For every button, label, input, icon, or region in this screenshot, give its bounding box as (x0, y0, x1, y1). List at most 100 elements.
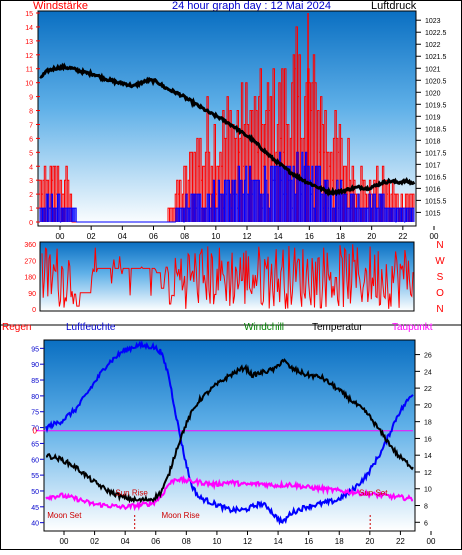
humidity-axis-tick-label: 55 (31, 473, 39, 480)
temperature-axis-tick-label: 26 (424, 353, 432, 360)
wind-axis-tick-label: 7 (29, 122, 33, 129)
compass-label: N (436, 240, 443, 251)
astro-annotation: Sun Set (359, 489, 388, 498)
hour-tick-label-panel1: 04 (118, 232, 127, 241)
humidity-axis-tick-label: 90 (31, 362, 39, 369)
pressure-line (39, 62, 416, 197)
pressure-axis-tick-label: 1020.5 (425, 78, 447, 85)
hour-tick-label-panel1: 00 (430, 232, 439, 241)
hour-tick-label-panel3: 16 (304, 537, 313, 546)
hour-tick-label-panel3: 04 (121, 537, 130, 546)
compass-label: N (436, 304, 443, 315)
pressure-axis-tick-label: 1015 (425, 210, 441, 217)
header-title: 24 hour graph day : 12 Mai 2024 (172, 0, 331, 12)
pressure-axis-tick-label: 1020 (425, 90, 441, 97)
temperature-axis-tick-label: 22 (424, 386, 432, 393)
hour-tick-label-panel1: 18 (336, 232, 345, 241)
wind-axis-tick-label: 9 (29, 95, 33, 102)
temperature-axis-tick-label: 24 (424, 369, 432, 376)
header-right-label: Luftdruck (371, 0, 417, 12)
wind-axis-tick-label: 12 (25, 53, 33, 60)
hour-tick-label-panel1: 14 (274, 232, 283, 241)
legend-windchill: Windchill (244, 322, 284, 333)
hour-tick-label-panel1: 10 (211, 232, 220, 241)
legend-dewpoint: Taupunkt (392, 322, 433, 333)
humidity-axis-tick-label: 50 (31, 489, 39, 496)
legend-temperature: Temperatur (312, 322, 363, 333)
pressure-axis-tick-label: 1018 (425, 138, 441, 145)
direction-axis-tick-label: 180 (24, 275, 36, 282)
direction-axis-tick-label: 0 (32, 307, 36, 314)
humidity-axis-tick-label: 75 (31, 410, 39, 417)
hour-tick-label-panel3: 06 (151, 537, 160, 546)
hour-tick-label-panel1: 16 (305, 232, 314, 241)
pressure-axis-tick-label: 1022 (425, 42, 441, 49)
pressure-axis-tick-label: 1016.5 (425, 174, 447, 181)
wind-axis-tick-label: 10 (25, 81, 33, 88)
hour-tick-label-panel1: 12 (243, 232, 252, 241)
direction-axis-tick-label: 90 (28, 291, 36, 298)
temperature-axis-tick-label: 6 (424, 520, 428, 527)
pressure-axis-tick-label: 1018.5 (425, 126, 447, 133)
hour-tick-label-panel3: 12 (243, 537, 252, 546)
hour-tick-label-panel1: 02 (87, 232, 96, 241)
temperature-axis-tick-label: 14 (424, 453, 432, 460)
humidity-axis-tick-label: 60 (31, 457, 39, 464)
pressure-axis-tick-label: 1016 (425, 186, 441, 193)
hour-tick-label-panel3: 00 (60, 537, 69, 546)
wind-axis-tick-label: 15 (25, 11, 33, 18)
astro-annotation: Moon Set (47, 511, 82, 520)
direction-axis-tick-label: 270 (24, 258, 36, 265)
hour-tick-label-panel1: 22 (398, 232, 407, 241)
pressure-axis-tick-label: 1015.5 (425, 198, 447, 205)
temperature-axis-tick-label: 16 (424, 436, 432, 443)
legend-rain: Regen (2, 322, 31, 333)
wind-axis-tick-label: 6 (29, 136, 33, 143)
compass-label: O (436, 288, 444, 299)
temperature-axis-tick-label: 10 (424, 487, 432, 494)
humidity-axis-tick-label: 45 (31, 505, 39, 512)
pressure-axis-tick-label: 1021 (425, 66, 441, 73)
wind-axis-tick-label: 2 (29, 192, 33, 199)
temperature-axis-tick-label: 18 (424, 420, 432, 427)
header-left-label: Windstärke (33, 0, 88, 12)
hour-tick-label-panel3: 14 (274, 537, 283, 546)
pressure-axis-tick-label: 1017 (425, 162, 441, 169)
pressure-axis-tick-label: 1019 (425, 114, 441, 121)
wind-axis-tick-label: 4 (29, 164, 33, 171)
temperature-axis-tick-label: 12 (424, 470, 432, 477)
hour-tick-label-panel1: 20 (367, 232, 376, 241)
hour-tick-label-panel1: 06 (149, 232, 158, 241)
temperature-axis-tick-label: 8 (424, 504, 428, 511)
rain-value-label: 0 (33, 427, 38, 436)
humidity-axis-tick-label: 95 (31, 346, 39, 353)
temperature-line (46, 358, 414, 504)
legend-humidity: Luftfeuchte (66, 322, 116, 333)
hour-tick-label-panel3: 18 (335, 537, 344, 546)
hour-tick-label-panel3: 22 (396, 537, 405, 546)
pressure-axis-tick-label: 1023 (425, 18, 441, 25)
wind-axis-tick-label: 11 (26, 67, 33, 74)
temperature-axis-tick-label: 20 (424, 403, 432, 410)
direction-axis-tick-label: 360 (24, 242, 36, 249)
pressure-axis-tick-label: 1022.5 (425, 30, 447, 37)
hour-tick-label-panel3: 10 (212, 537, 221, 546)
wind-axis-tick-label: 5 (29, 150, 33, 157)
humidity-axis-tick-label: 65 (31, 441, 39, 448)
wind-axis-tick-label: 13 (25, 39, 33, 46)
hour-tick-label-panel3: 20 (365, 537, 374, 546)
astro-annotation: Moon Rise (161, 511, 200, 520)
chart-marks: 012345678910111213141510151015.510161016… (24, 11, 446, 546)
humidity-axis-tick-label: 70 (31, 426, 39, 433)
compass-label: S (437, 272, 444, 283)
hour-tick-label-panel3: 08 (182, 537, 191, 546)
humidity-axis-tick-label: 40 (31, 521, 39, 528)
pressure-axis-tick-label: 1019.5 (425, 102, 447, 109)
astro-annotation: Sun Rise (115, 489, 148, 498)
dewpoint-line (45, 474, 414, 512)
humidity-temperature-panel (43, 339, 416, 532)
hour-tick-label-panel3: 02 (90, 537, 99, 546)
compass-label: W (435, 256, 445, 267)
